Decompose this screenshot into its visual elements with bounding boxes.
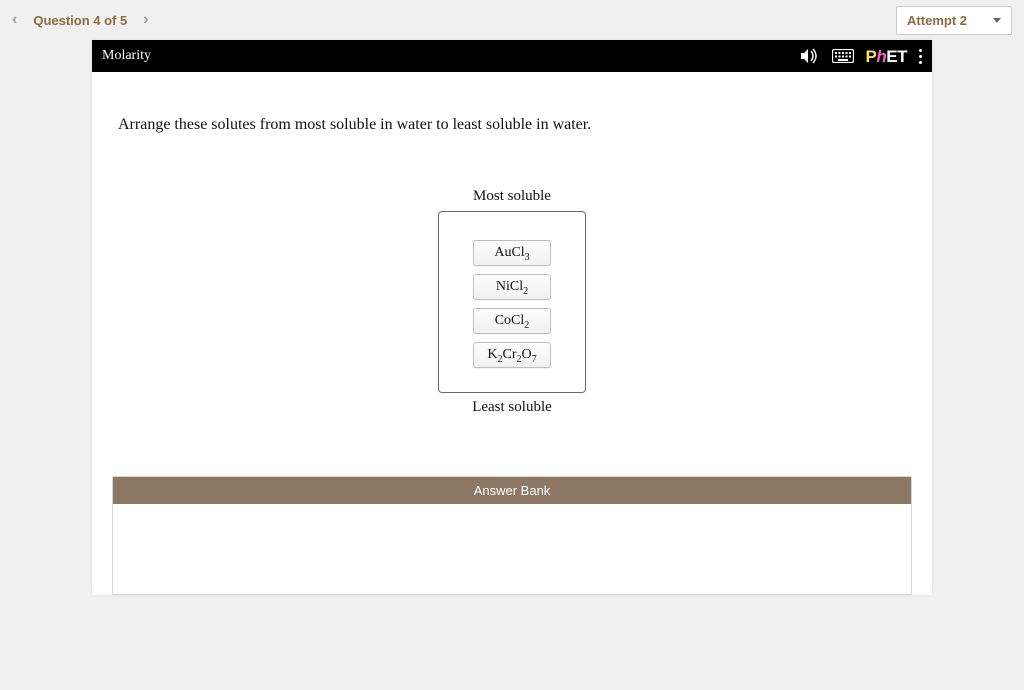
question-counter: Question 4 of 5	[33, 13, 127, 28]
solute-tile[interactable]: CoCl2	[473, 308, 551, 334]
next-question-button[interactable]: ›	[143, 11, 148, 29]
answer-bank-header: Answer Bank	[113, 477, 911, 504]
phet-logo[interactable]: PhET	[866, 48, 907, 65]
question-body: Arrange these solutes from most soluble …	[92, 72, 932, 442]
chevron-down-icon	[993, 18, 1001, 23]
attempt-label: Attempt 2	[907, 13, 967, 28]
rank-top-label: Most soluble	[473, 188, 551, 205]
ranking-dropzone[interactable]: AuCl3 NiCl2 CoCl2 K2Cr2O7	[438, 211, 586, 393]
rank-bottom-label: Least soluble	[472, 399, 552, 416]
top-bar: ‹ Question 4 of 5 › Attempt 2	[0, 0, 1024, 40]
answer-bank-dropzone[interactable]	[113, 504, 911, 594]
simulation-title: Molarity	[102, 48, 151, 64]
solute-tile[interactable]: NiCl2	[473, 274, 551, 300]
ranking-area: Most soluble AuCl3 NiCl2 CoCl2 K2Cr2O7 L…	[118, 188, 906, 422]
keyboard-icon[interactable]	[832, 49, 854, 63]
audio-icon[interactable]	[800, 48, 820, 64]
simulation-header: Molarity PhET	[92, 40, 932, 72]
sim-header-controls: PhET	[800, 48, 922, 65]
solute-tile[interactable]: K2Cr2O7	[473, 342, 551, 368]
solute-tile[interactable]: AuCl3	[473, 240, 551, 266]
prev-question-button[interactable]: ‹	[12, 11, 17, 29]
attempt-dropdown[interactable]: Attempt 2	[896, 6, 1012, 35]
topbar-left: ‹ Question 4 of 5 ›	[12, 11, 149, 29]
question-card: Molarity PhET Arrange the	[92, 40, 932, 595]
answer-bank: Answer Bank	[112, 476, 912, 595]
question-prompt: Arrange these solutes from most soluble …	[118, 116, 906, 134]
menu-icon[interactable]	[919, 49, 922, 64]
